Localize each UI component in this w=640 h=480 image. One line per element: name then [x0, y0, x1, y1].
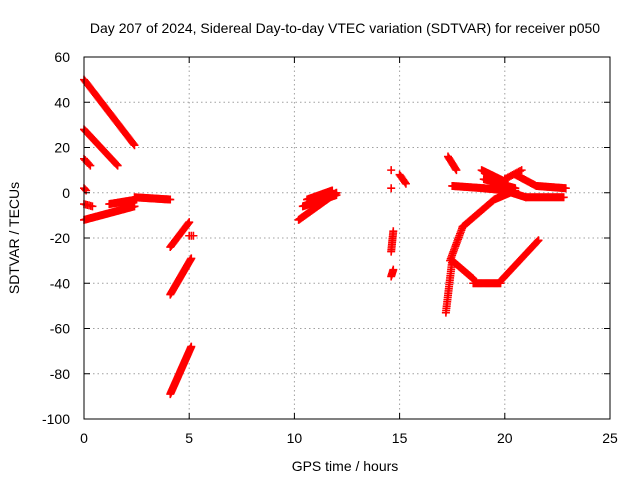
- data-point: [81, 185, 90, 194]
- chart-title: Day 207 of 2024, Sidereal Day-to-day VTE…: [90, 20, 600, 36]
- y-tick-label: -40: [50, 275, 70, 291]
- data-point: [516, 166, 525, 175]
- y-tick-label: 0: [62, 185, 70, 201]
- x-tick-label: 10: [287, 430, 303, 446]
- data-point: [88, 202, 97, 211]
- data-point: [389, 265, 398, 274]
- y-tick-label: -100: [42, 411, 70, 427]
- data-point: [389, 227, 398, 236]
- data-point: [111, 159, 120, 168]
- x-tick-label: 25: [602, 430, 618, 446]
- data-point: [533, 237, 542, 246]
- y-axis-label: SDTVAR / TECUs: [6, 182, 22, 294]
- data-point: [166, 195, 175, 204]
- x-tick-label: 0: [80, 430, 88, 446]
- y-tick-label: -60: [50, 321, 70, 337]
- data-points: [80, 75, 570, 399]
- data-point: [387, 184, 396, 193]
- y-tick-label: 40: [54, 94, 70, 110]
- y-tick-label: -20: [50, 230, 70, 246]
- x-axis-label: GPS time / hours: [292, 458, 399, 474]
- data-point: [452, 166, 461, 175]
- data-point: [86, 161, 95, 170]
- data-point: [401, 178, 410, 187]
- data-point: [332, 191, 341, 200]
- x-tick-label: 5: [185, 430, 193, 446]
- data-point: [113, 161, 122, 170]
- data-point: [328, 186, 337, 195]
- data-point: [112, 160, 121, 169]
- y-tick-label: -80: [50, 366, 70, 382]
- y-tick-label: 60: [54, 49, 70, 65]
- x-tick-label: 20: [497, 430, 513, 446]
- plot-frame: [83, 56, 611, 420]
- data-point: [511, 184, 520, 193]
- data-point: [401, 179, 410, 188]
- data-point: [534, 236, 543, 245]
- data-point: [532, 238, 541, 247]
- data-point: [189, 231, 198, 240]
- data-point: [187, 254, 196, 263]
- data-point: [85, 160, 94, 169]
- axis-ticks: 0 5 10 15 20 25 -100 -80 -60 -40 -20 0 20 40 60: [42, 49, 618, 446]
- x-tick-label: 15: [392, 430, 408, 446]
- y-tick-label: 20: [54, 140, 70, 156]
- grid: [84, 57, 610, 419]
- data-point: [185, 218, 194, 227]
- data-point: [517, 166, 526, 175]
- data-point: [187, 342, 196, 351]
- data-point: [130, 141, 139, 150]
- data-point: [129, 140, 138, 149]
- data-point: [559, 193, 568, 202]
- data-point: [387, 166, 396, 175]
- data-point: [561, 184, 570, 193]
